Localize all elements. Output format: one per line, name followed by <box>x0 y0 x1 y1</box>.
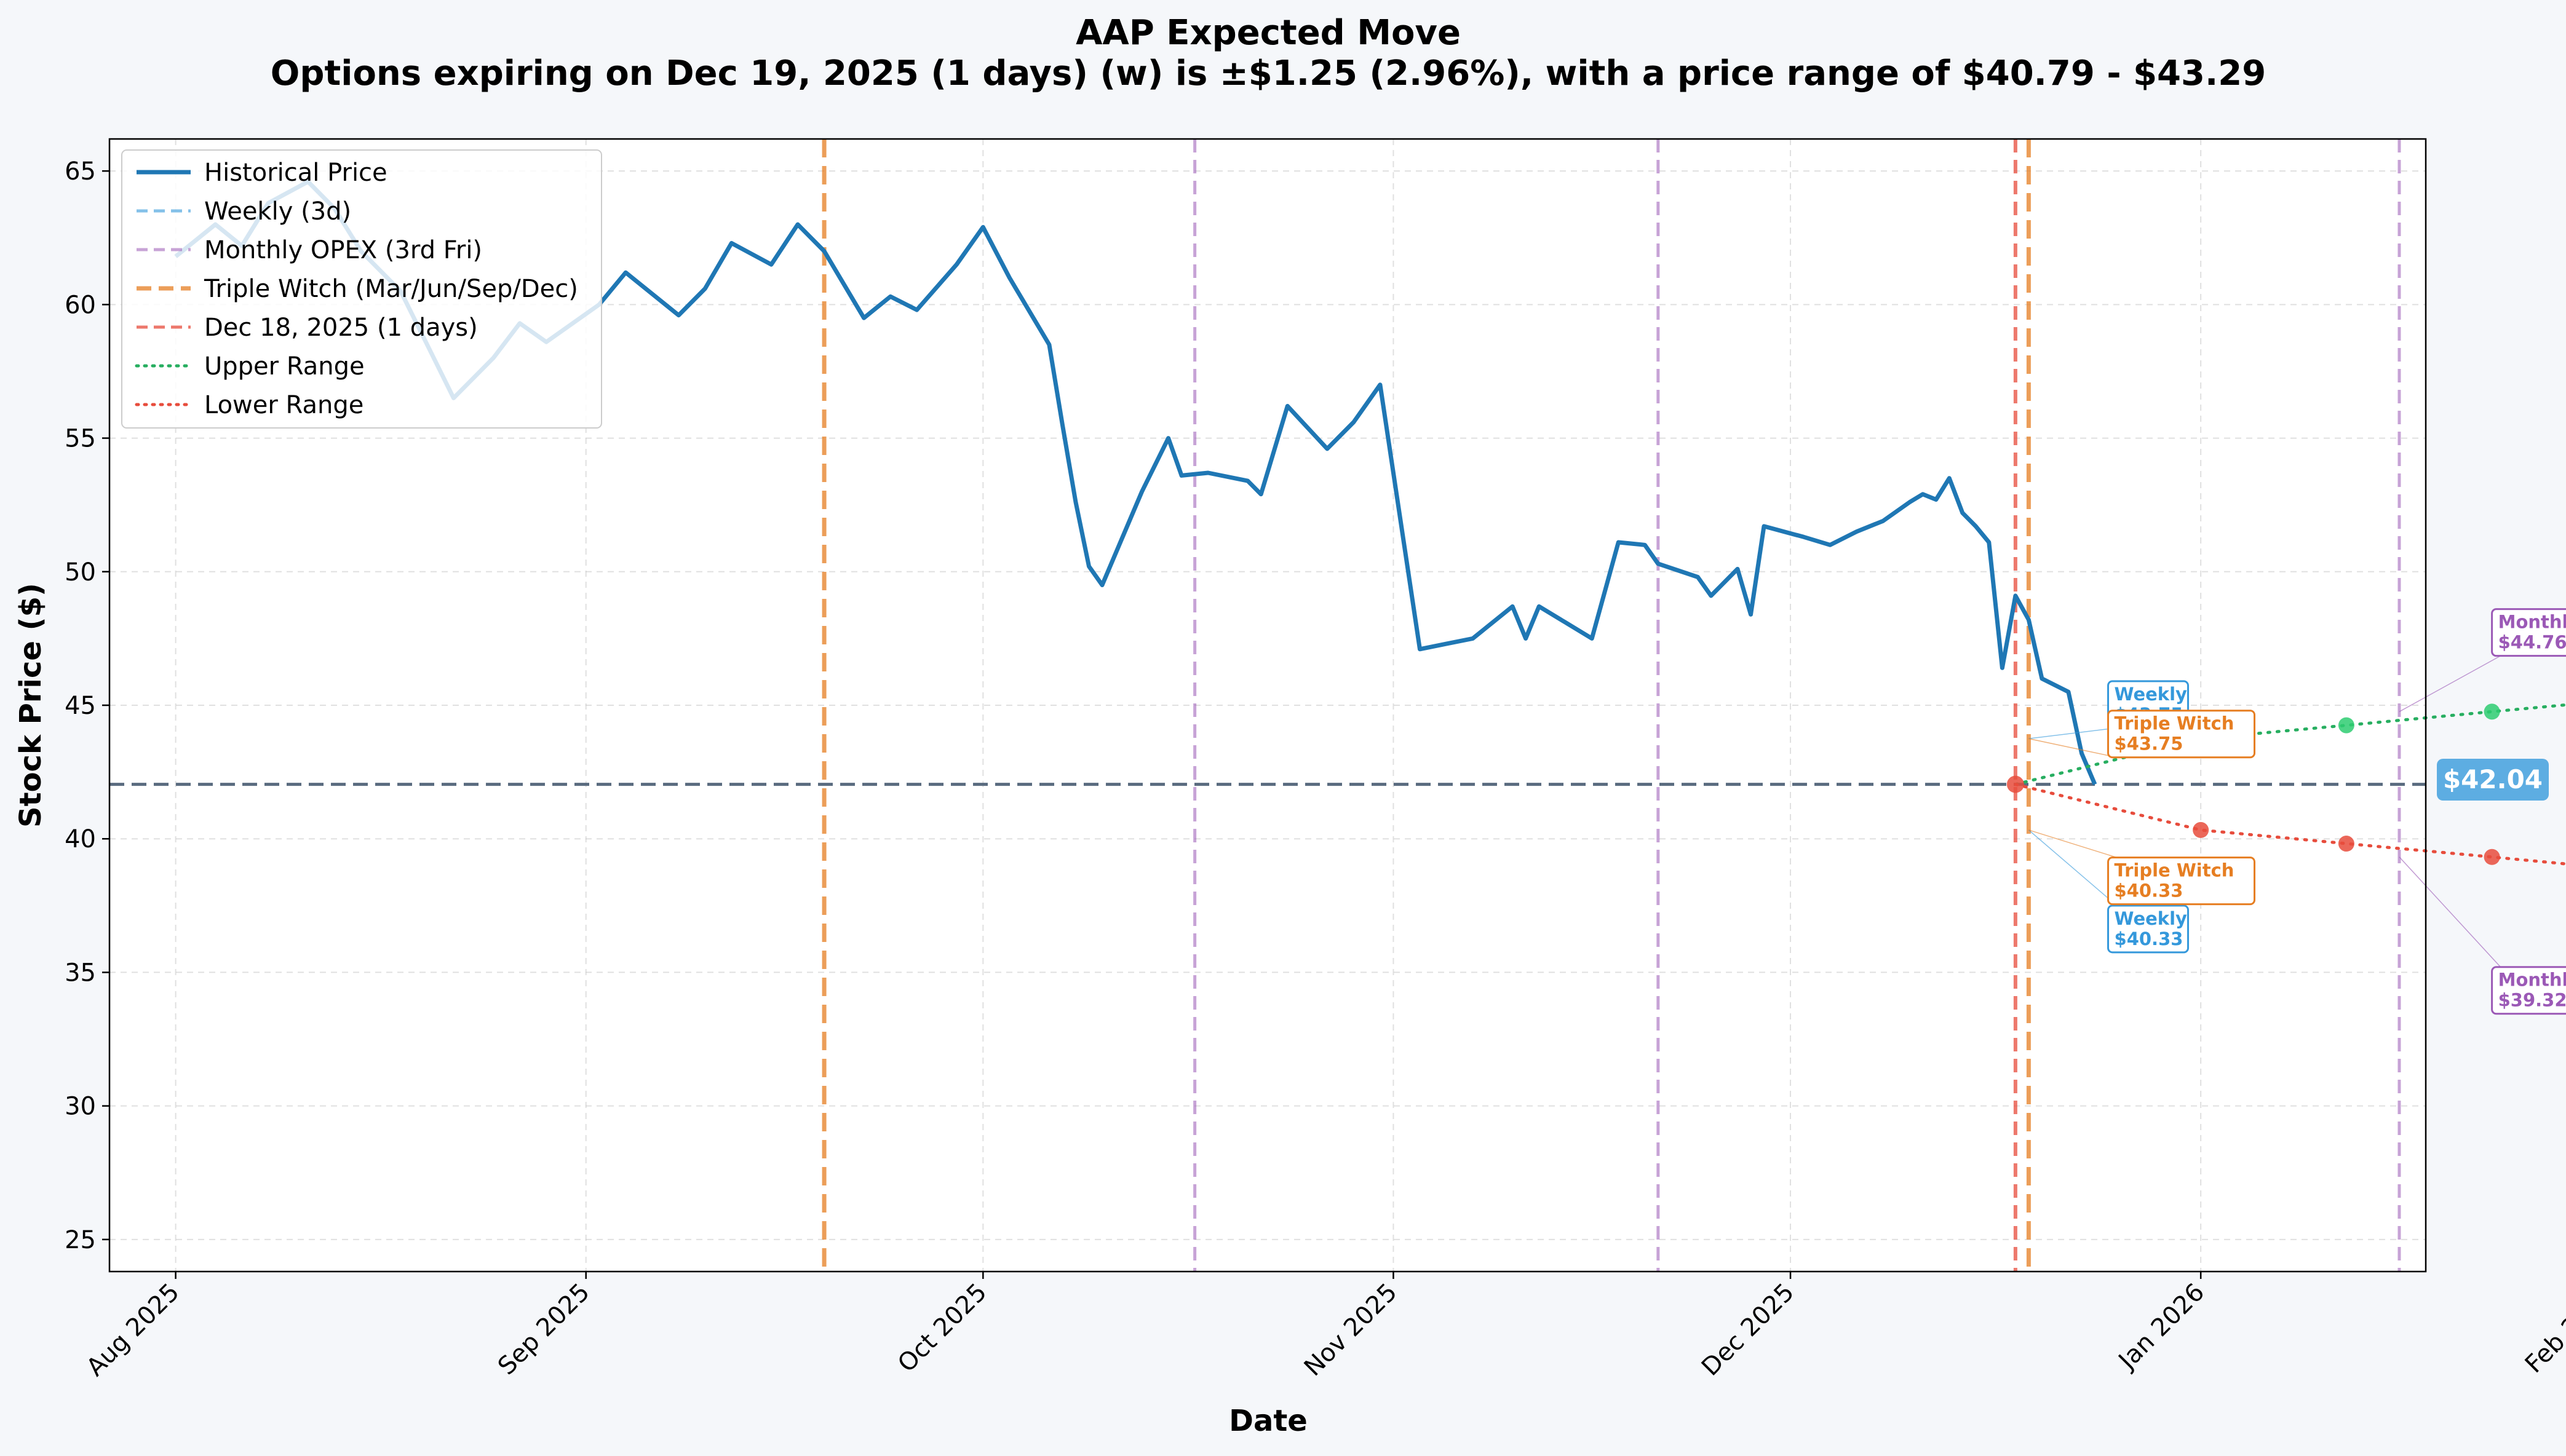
triple-annotation-value: $40.33 <box>2115 880 2183 901</box>
x-tick-label: Dec 2025 <box>1696 1278 1800 1382</box>
weekly-annotation-name: Weekly <box>2115 684 2188 705</box>
y-tick-label: 30 <box>65 1093 96 1121</box>
x-axis-label: Date <box>1229 1404 1308 1438</box>
y-tick-label: 45 <box>65 692 96 720</box>
y-tick-label: 50 <box>65 558 96 587</box>
monthly-annotation-leader <box>2399 857 2501 968</box>
lower-range-point <box>2484 849 2500 865</box>
chart-title: AAP Expected Move <box>1076 13 1461 53</box>
triple-annotation-name: Triple Witch <box>2115 713 2234 734</box>
weekly-annotation-leader <box>2028 727 2117 740</box>
weekly-annotation-leader <box>2028 829 2118 906</box>
legend-label-weekly: Weekly (3d) <box>204 197 351 226</box>
triple-annotation-name: Triple Witch <box>2115 860 2234 881</box>
chart-subtitle: Options expiring on Dec 19, 2025 (1 days… <box>271 53 2266 93</box>
grid-lines <box>109 139 2426 1272</box>
current-price-point <box>2006 775 2024 793</box>
triple-annotation-value: $43.75 <box>2115 734 2183 754</box>
lower-range-point <box>2193 821 2209 838</box>
y-tick-label: 35 <box>65 959 96 987</box>
monthly-annotation-name: Monthly OPEX <box>2498 970 2566 991</box>
weekly-annotation-name: Weekly <box>2115 908 2188 929</box>
legend-label-triple: Triple Witch (Mar/Jun/Sep/Dec) <box>204 275 578 303</box>
current-price-badge-bg <box>2437 759 2549 801</box>
monthly-annotation-value: $44.76 <box>2498 632 2566 653</box>
annotations-group: Weekly$43.75Triple Witch$43.75Weekly$40.… <box>2028 608 2566 1015</box>
monthly-annotation-box <box>2491 966 2566 1015</box>
upper-range-point <box>2338 717 2354 734</box>
x-tick-label: Sep 2025 <box>493 1278 595 1381</box>
x-tick-label: Nov 2025 <box>1299 1278 1403 1382</box>
y-tick-label: 25 <box>65 1226 96 1254</box>
x-tick-label: Aug 2025 <box>81 1278 185 1382</box>
current-price-badge-text: $42.04 <box>2443 764 2543 794</box>
y-tick-label: 65 <box>65 157 96 186</box>
x-tick-label: Feb 2026 <box>2520 1278 2566 1379</box>
monthly-annotation-value: $39.32 <box>2498 990 2566 1011</box>
legend-label-monthly: Monthly OPEX (3rd Fri) <box>204 236 482 264</box>
monthly-annotation-box <box>2491 608 2566 657</box>
y-axis-label: Stock Price ($) <box>14 583 48 828</box>
weekly-annotation-value: $40.33 <box>2115 928 2183 949</box>
weekly-annotation-box <box>2107 904 2190 954</box>
triple-annotation-leader <box>2028 829 2117 858</box>
legend-frame <box>121 149 602 429</box>
y-tick-label: 40 <box>65 825 96 853</box>
legend: Historical Price Weekly (3d) Monthly OPEX … <box>121 149 602 429</box>
lower-range-point <box>2338 836 2354 852</box>
legend-label-upper: Upper Range <box>204 352 365 381</box>
x-tick-label: Oct 2025 <box>892 1278 992 1378</box>
triple-annotation-leader <box>2028 738 2117 758</box>
legend-label-lower: Lower Range <box>204 391 363 419</box>
upper-range-point <box>2484 703 2500 720</box>
x-tick-label: Jan 2026 <box>2112 1278 2210 1376</box>
current-price-badge: $42.04 <box>2437 759 2549 801</box>
triple-annotation-box <box>2107 857 2256 906</box>
legend-label-expiry: Dec 18, 2025 (1 days) <box>204 314 478 342</box>
y-tick-label: 55 <box>65 425 96 453</box>
monthly-annotation-name: Monthly OPEX <box>2498 612 2566 633</box>
y-tick-label: 60 <box>65 291 96 319</box>
legend-label-historical: Historical Price <box>204 159 387 187</box>
triple-annotation-box <box>2107 710 2256 759</box>
expiry-vertical-lines <box>822 139 2401 1272</box>
monthly-annotation-leader <box>2399 655 2501 713</box>
